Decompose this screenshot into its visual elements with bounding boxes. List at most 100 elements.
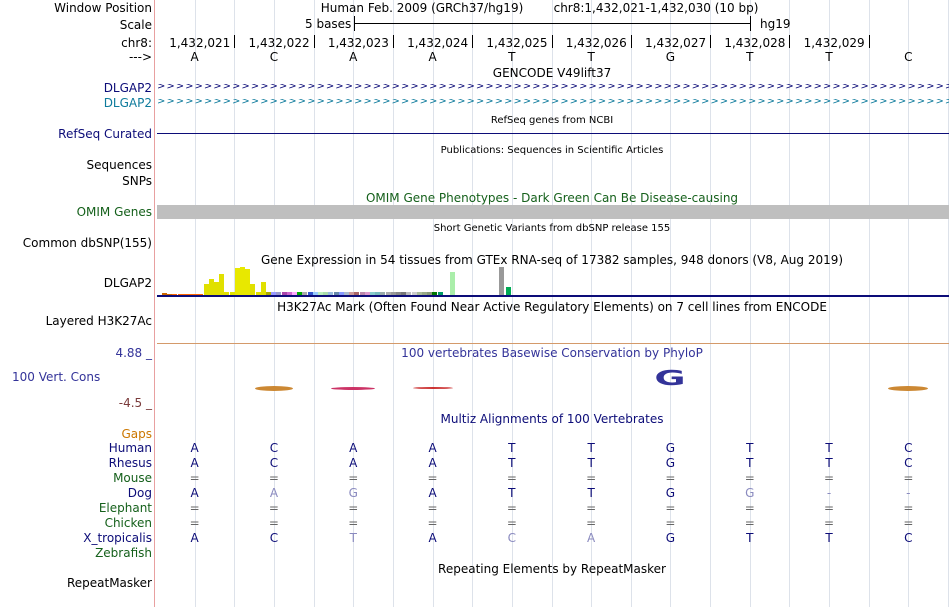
species-label: Dog (127, 486, 152, 500)
alignment-base: = (586, 516, 597, 530)
gtex-bar (416, 292, 422, 295)
alignment-base: = (744, 501, 755, 515)
alignment-base: = (824, 501, 835, 515)
alignment-base: = (824, 516, 835, 530)
alignment-base: T (746, 531, 754, 545)
base-letter: C (269, 50, 279, 64)
gtex-bar (380, 292, 386, 295)
grid-line (234, 0, 236, 607)
gtex-bar (224, 292, 230, 295)
alignment-base: = (903, 516, 914, 530)
base-letter: T (508, 50, 516, 64)
phylop-base-logo: G (654, 366, 687, 390)
alignment-base: = (506, 501, 517, 515)
alignment-base: = (903, 471, 914, 485)
coord-tick (789, 35, 791, 48)
track-label-snps[interactable]: SNPs (122, 174, 152, 188)
track-label-h3k27ac[interactable]: Layered H3K27Ac (45, 314, 152, 328)
phylop-base-logo (412, 387, 453, 389)
alignment-base: = (189, 516, 200, 530)
coord-tick (551, 35, 553, 48)
base-letter: A (190, 50, 199, 64)
grid-line (432, 0, 434, 607)
track-label-omim[interactable]: OMIM Genes (76, 205, 152, 219)
gtex-bar (208, 279, 214, 295)
base-letter: G (665, 50, 676, 64)
coord-tick (392, 35, 394, 48)
gtex-bar (323, 292, 329, 295)
gtex-bar (333, 292, 339, 295)
grid-line (670, 0, 672, 607)
gtex-bar (422, 292, 427, 295)
gtex-bar (271, 292, 277, 295)
track-label-repeatmasker[interactable]: RepeatMasker (66, 576, 152, 590)
coord-label: 1,432,028 (724, 36, 786, 50)
alignment-base: = (665, 516, 676, 530)
species-label: Mouse (113, 471, 152, 485)
track-label-dbsnp[interactable]: Common dbSNP(155) (22, 236, 152, 250)
gtex-bar (214, 282, 219, 295)
alignment-base: = (189, 471, 200, 485)
gtex-bar (276, 292, 282, 295)
alignment-base: A (428, 531, 437, 545)
omim-feature[interactable] (157, 205, 949, 219)
track-label-gtex[interactable]: DLGAP2 (103, 276, 152, 290)
alignment-base: = (744, 516, 755, 530)
alignment-base: = (268, 471, 279, 485)
alignment-base: A (190, 486, 199, 500)
omim-title: OMIM Gene Phenotypes - Dark Green Can Be… (365, 191, 739, 205)
gtex-bar (198, 294, 204, 295)
grid-line (472, 0, 474, 607)
species-label: Zebrafish (95, 546, 152, 560)
alignment-base: A (190, 441, 199, 455)
alignment-base: T (825, 456, 833, 470)
phylop-base-logo (254, 385, 293, 391)
window-position-label: Window Position (54, 1, 152, 15)
gtex-bar (172, 294, 178, 295)
grid-line (353, 0, 355, 607)
gtex-bar (260, 282, 266, 295)
track-label-publications[interactable]: Sequences (86, 158, 152, 172)
gtex-bar (245, 269, 251, 295)
gencode-transcript-1[interactable]: >>>>>>>>>>>>>>>>>>>>>>>>>>>>>>>>>>>>>>>>… (157, 84, 949, 92)
track-label-refseq[interactable]: RefSeq Curated (58, 127, 152, 141)
gtex-title: Gene Expression in 54 tissues from GTEx … (260, 253, 844, 267)
track-label-gencode-2[interactable]: DLGAP2 (103, 96, 152, 110)
alignment-base: - (906, 486, 911, 500)
gtex-bar (188, 294, 193, 295)
gtex-bar (193, 294, 199, 295)
gtex-bar (338, 292, 344, 295)
alignment-base: = (903, 501, 914, 515)
assembly-text: Human Feb. 2009 (GRCh37/hg19) (320, 1, 524, 15)
alignment-base: T (825, 531, 833, 545)
gtex-bar (411, 292, 417, 295)
coord-label: 1,432,023 (327, 36, 389, 50)
phylop-base-logo (888, 385, 929, 391)
scale-bar-right-tick (750, 16, 751, 31)
gtex-bar (281, 292, 287, 295)
alignment-base: = (506, 516, 517, 530)
gtex-bar (385, 292, 391, 295)
alignment-base: A (587, 531, 596, 545)
gtex-bar (266, 292, 271, 295)
alignment-base: = (427, 516, 438, 530)
phylop-title: 100 vertebrates Basewise Conservation by… (401, 346, 703, 360)
gencode-transcript-2[interactable]: >>>>>>>>>>>>>>>>>>>>>>>>>>>>>>>>>>>>>>>>… (157, 99, 949, 107)
track-label-gencode-1[interactable]: DLGAP2 (103, 81, 152, 95)
alignment-base: A (349, 441, 358, 455)
alignment-base: = (427, 471, 438, 485)
alignment-base: = (348, 516, 359, 530)
species-label: Elephant (98, 501, 152, 515)
label-divider (154, 0, 155, 607)
track-label-phylop[interactable]: 100 Vert. Cons (12, 370, 101, 384)
base-letter: A (428, 50, 437, 64)
gtex-bar-green (506, 287, 511, 295)
alignment-base: = (665, 501, 676, 515)
gtex-bar (406, 292, 412, 295)
alignment-base: = (744, 471, 755, 485)
coord-tick (472, 35, 474, 48)
refseq-line[interactable] (157, 133, 949, 134)
repeatmasker-title: Repeating Elements by RepeatMasker (438, 562, 666, 576)
coord-tick (630, 35, 632, 48)
